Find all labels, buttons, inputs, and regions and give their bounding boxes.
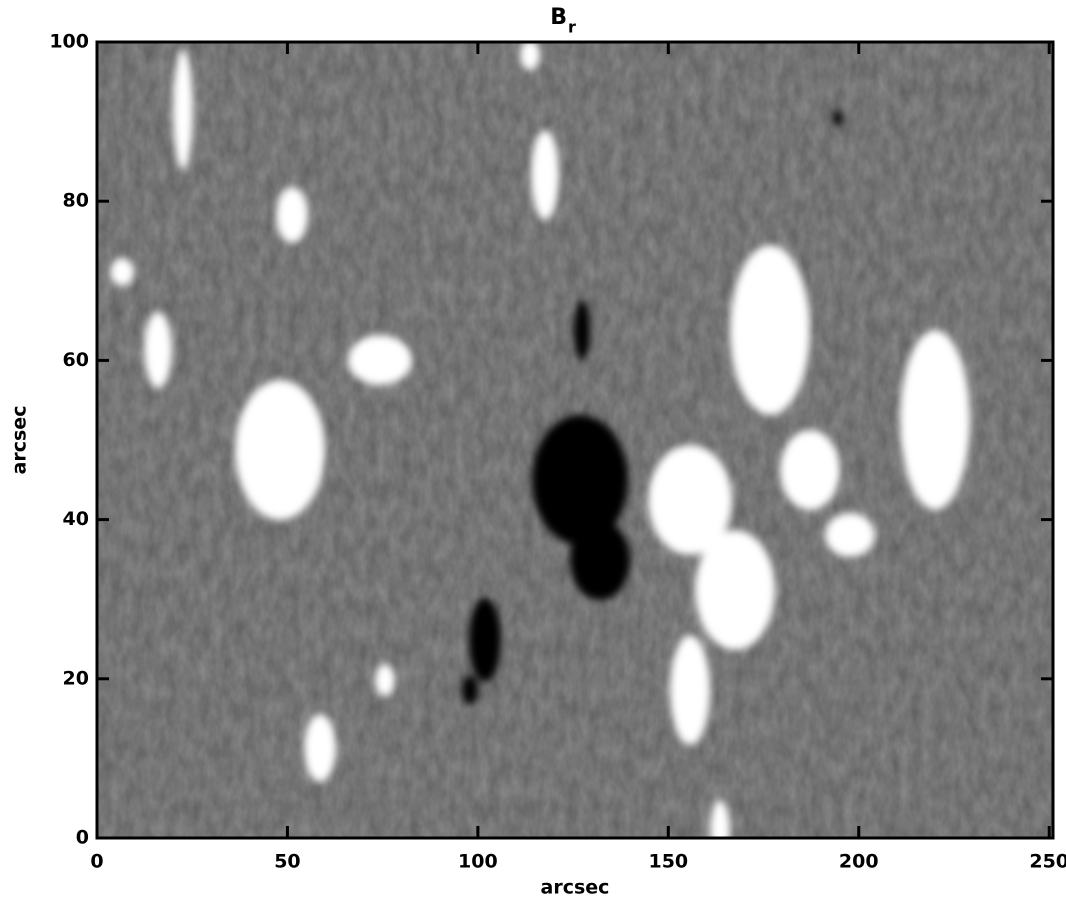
- x-tick-label: 200: [839, 851, 879, 873]
- y-tick-label: 0: [76, 827, 89, 849]
- x-tick-label: 250: [1029, 851, 1066, 873]
- y-tick-label: 60: [63, 349, 89, 371]
- title-main: B: [550, 5, 567, 30]
- y-tick-label: 80: [63, 190, 89, 212]
- title-subscript: r: [568, 18, 576, 37]
- x-tick-label: 0: [90, 851, 103, 873]
- x-axis-label: arcsec: [541, 877, 610, 899]
- y-tick-label: 20: [63, 667, 89, 689]
- y-axis-label: arcsec: [9, 406, 31, 475]
- y-tick-label: 40: [63, 508, 89, 530]
- y-tick-label: 100: [49, 31, 89, 53]
- magnetogram: [97, 40, 1053, 860]
- chart-title: B r: [550, 5, 576, 37]
- x-tick-label: 100: [458, 851, 498, 873]
- chart: B r arcsec arcsec 0 50 100 150 200 250 0 20 40 60…: [0, 0, 1066, 904]
- x-tick-label: 150: [648, 851, 688, 873]
- x-tick-label: 50: [274, 851, 300, 873]
